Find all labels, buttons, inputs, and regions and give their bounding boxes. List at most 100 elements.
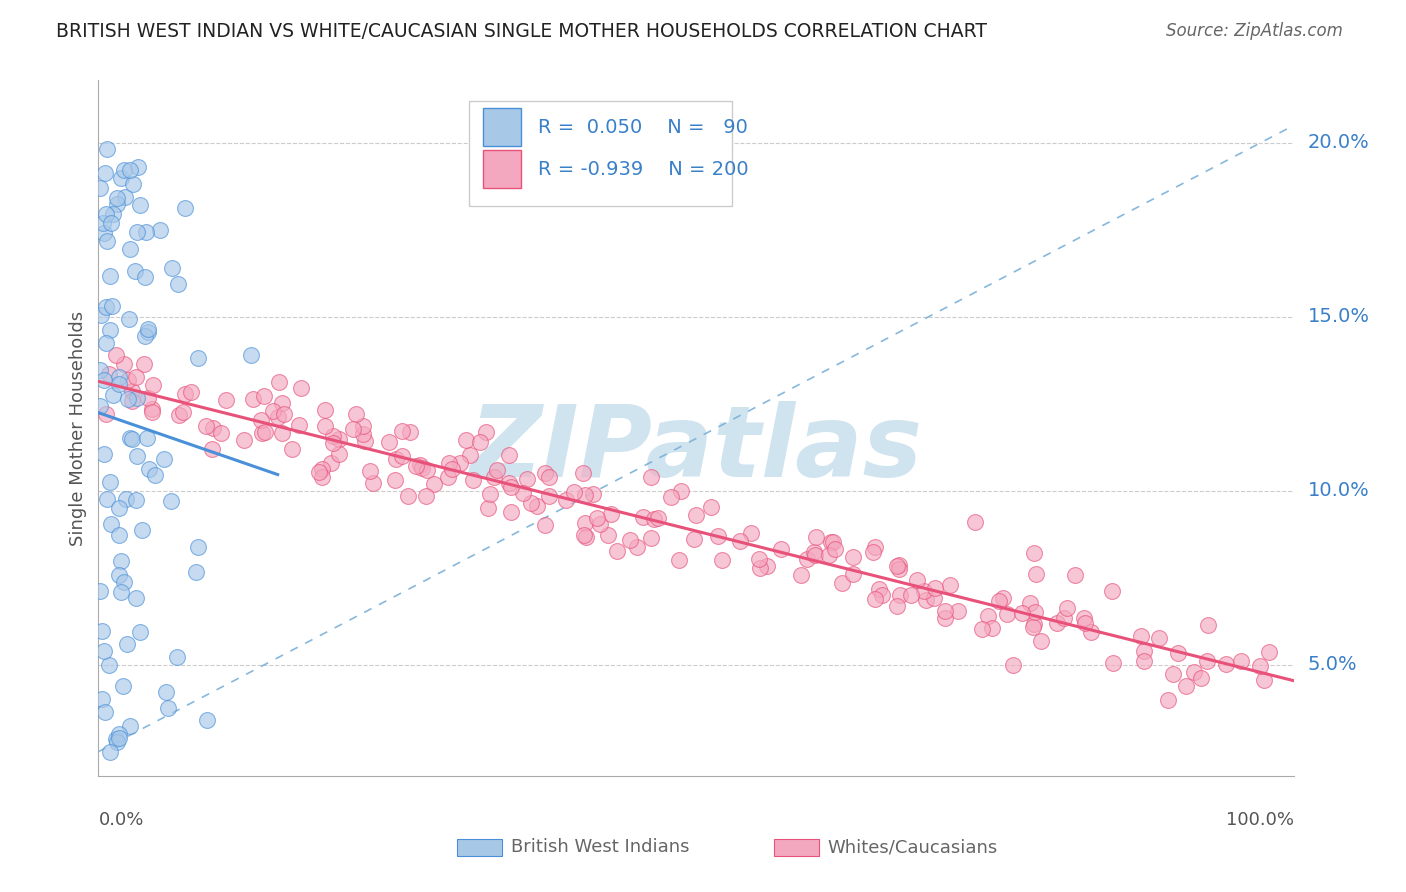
Point xyxy=(240,348,263,362)
Point xyxy=(322,436,344,450)
Point xyxy=(456,434,478,448)
Point xyxy=(706,529,728,543)
Point xyxy=(1011,607,1033,621)
Point xyxy=(105,735,128,749)
Point xyxy=(378,435,401,450)
FancyBboxPatch shape xyxy=(470,101,733,205)
Point xyxy=(995,607,1018,622)
Text: British West Indians: British West Indians xyxy=(510,838,689,856)
Point xyxy=(1001,657,1024,672)
Point xyxy=(796,552,818,566)
Point xyxy=(938,577,960,591)
Point xyxy=(125,391,148,405)
Text: BRITISH WEST INDIAN VS WHITE/CAUCASIAN SINGLE MOTHER HOUSEHOLDS CORRELATION CHAR: BRITISH WEST INDIAN VS WHITE/CAUCASIAN S… xyxy=(56,22,987,41)
Point xyxy=(352,419,374,434)
Point xyxy=(598,527,620,541)
Point xyxy=(94,207,117,221)
Text: 10.0%: 10.0% xyxy=(1308,482,1369,500)
Point xyxy=(669,483,692,498)
Point xyxy=(748,551,770,566)
Point xyxy=(108,731,131,746)
Point xyxy=(91,624,114,638)
Point xyxy=(1197,654,1219,668)
Text: 100.0%: 100.0% xyxy=(1226,811,1294,829)
Point xyxy=(89,363,111,377)
Point xyxy=(1080,624,1102,639)
Point xyxy=(352,426,374,441)
Point xyxy=(824,541,846,556)
Text: 0.0%: 0.0% xyxy=(98,811,143,829)
Point xyxy=(1024,605,1046,619)
Point xyxy=(683,532,706,546)
Point xyxy=(647,511,669,525)
Point xyxy=(160,260,183,275)
Y-axis label: Single Mother Households: Single Mother Households xyxy=(69,310,87,546)
Point xyxy=(128,198,150,212)
Point xyxy=(311,470,333,484)
Text: Source: ZipAtlas.com: Source: ZipAtlas.com xyxy=(1166,22,1343,40)
Point xyxy=(988,593,1011,607)
Point xyxy=(977,609,1000,624)
Point xyxy=(127,161,149,175)
Point xyxy=(120,242,142,256)
Point xyxy=(273,407,295,421)
Point xyxy=(125,591,148,605)
Point xyxy=(250,412,273,426)
Point xyxy=(1174,679,1197,693)
Point xyxy=(804,530,827,544)
Point xyxy=(384,451,406,466)
Point xyxy=(125,370,148,384)
Point xyxy=(820,535,842,549)
Point xyxy=(141,401,163,416)
Point xyxy=(105,196,128,211)
Point xyxy=(328,447,350,461)
Bar xyxy=(457,838,502,856)
Point xyxy=(314,402,336,417)
Point xyxy=(486,463,509,477)
Point xyxy=(105,348,128,362)
Point xyxy=(112,357,135,371)
Point xyxy=(1249,659,1271,673)
Point xyxy=(114,491,136,506)
Point xyxy=(342,422,364,436)
Point xyxy=(1073,611,1095,625)
Point xyxy=(534,466,557,480)
Point xyxy=(134,329,156,343)
Point xyxy=(101,388,124,402)
Point xyxy=(516,473,538,487)
Point xyxy=(125,492,148,507)
Point xyxy=(1018,596,1040,610)
Point xyxy=(121,384,143,398)
Point xyxy=(100,517,122,532)
Point xyxy=(1163,667,1185,681)
Point xyxy=(90,308,112,322)
Point xyxy=(789,567,811,582)
Point xyxy=(538,489,561,503)
Point xyxy=(91,216,114,230)
Point xyxy=(384,473,406,487)
Point xyxy=(311,462,333,476)
Point xyxy=(107,370,129,384)
Text: ZIPatlas: ZIPatlas xyxy=(470,401,922,498)
Point xyxy=(482,470,505,484)
Text: 5.0%: 5.0% xyxy=(1308,656,1357,674)
Point xyxy=(118,162,141,177)
Point xyxy=(215,393,238,408)
Point xyxy=(534,518,557,533)
Point xyxy=(659,490,682,504)
Point xyxy=(134,270,156,285)
Point xyxy=(640,469,662,483)
Point xyxy=(512,486,534,500)
Point xyxy=(900,588,922,602)
Point xyxy=(98,323,121,337)
Point xyxy=(96,492,118,507)
Point xyxy=(574,488,596,502)
Point xyxy=(1022,546,1045,560)
Point xyxy=(749,561,772,575)
Point xyxy=(117,373,139,387)
Point xyxy=(1157,692,1180,706)
Point xyxy=(101,207,124,221)
Point xyxy=(915,592,938,607)
Point xyxy=(474,425,496,440)
Point xyxy=(89,180,111,194)
